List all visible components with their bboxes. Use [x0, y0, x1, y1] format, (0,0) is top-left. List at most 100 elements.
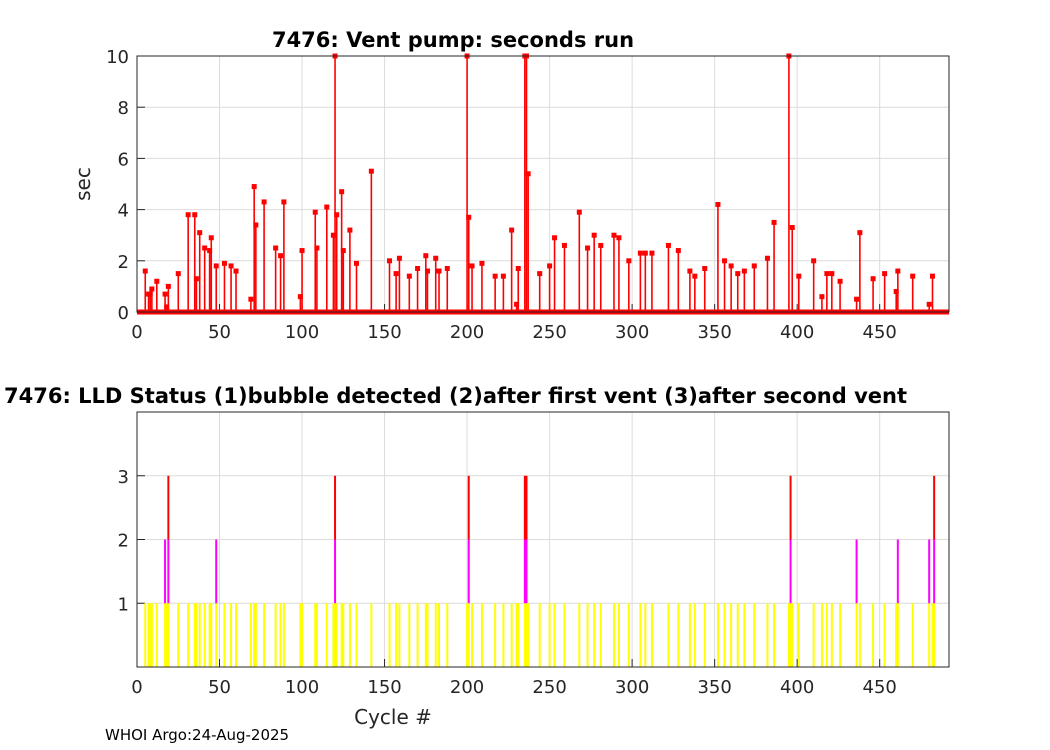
- stem-marker: [334, 212, 340, 218]
- stem-marker: [251, 184, 257, 190]
- stem-marker: [829, 271, 835, 277]
- stem-marker: [882, 271, 888, 277]
- stem-marker: [637, 250, 643, 256]
- x-tick-label: 150: [367, 322, 401, 343]
- stem-marker: [393, 271, 399, 277]
- stem-marker: [233, 268, 239, 274]
- stem-marker: [515, 265, 521, 271]
- stem-marker: [649, 250, 655, 256]
- x-tick-label: 50: [208, 322, 231, 343]
- x-tick-label: 400: [780, 322, 814, 343]
- stem-marker: [509, 227, 515, 233]
- stem-marker: [611, 232, 617, 238]
- stem-marker: [576, 209, 582, 215]
- stem-marker: [837, 278, 843, 284]
- stem-marker: [444, 265, 450, 271]
- stem-marker: [929, 273, 935, 279]
- stem-marker: [537, 271, 543, 277]
- stem-marker: [910, 273, 916, 279]
- x-tick-label: 100: [285, 677, 319, 698]
- stem-marker: [185, 212, 191, 218]
- footer-credit: WHOI Argo:24-Aug-2025: [105, 726, 290, 744]
- stem-marker: [675, 248, 681, 254]
- x-tick-label: 0: [131, 322, 142, 343]
- stem-marker: [261, 199, 267, 205]
- y-tick-label: 1: [118, 594, 129, 615]
- stem-marker: [314, 245, 320, 251]
- x-tick-label: 100: [285, 322, 319, 343]
- stem-marker: [715, 201, 721, 207]
- stem-marker: [764, 255, 770, 261]
- stem-marker: [297, 294, 303, 300]
- stem-marker: [433, 255, 439, 261]
- stem-marker: [387, 258, 393, 264]
- y-axis-label: sec: [71, 167, 95, 201]
- stem-marker: [616, 235, 622, 241]
- stem-marker: [893, 289, 899, 295]
- stem-marker: [175, 271, 181, 277]
- stem-marker: [591, 232, 597, 238]
- stem-marker: [585, 245, 591, 251]
- stem-marker: [202, 245, 208, 251]
- stem-marker: [192, 212, 198, 218]
- stem-marker: [193, 276, 199, 282]
- stem-marker: [162, 291, 168, 297]
- x-tick-label: 200: [450, 677, 484, 698]
- x-tick-label: 300: [615, 322, 649, 343]
- stem-marker: [687, 268, 693, 274]
- stem-marker: [154, 278, 160, 284]
- stem-marker: [895, 268, 901, 274]
- stem-marker: [857, 230, 863, 236]
- x-tick-label: 0: [131, 677, 142, 698]
- stem-marker: [396, 255, 402, 261]
- x-tick-label: 150: [367, 677, 401, 698]
- stem-marker: [552, 235, 558, 241]
- stem-marker: [221, 260, 227, 266]
- stem-marker: [722, 258, 728, 264]
- stem-marker: [702, 265, 708, 271]
- stem-marker: [926, 301, 932, 307]
- x-tick-label: 50: [208, 677, 231, 698]
- stem-marker: [330, 232, 336, 238]
- x-tick-label: 450: [863, 322, 897, 343]
- stem-marker: [273, 245, 279, 251]
- stem-marker: [142, 268, 148, 274]
- stem-marker: [500, 273, 506, 279]
- stem-marker: [735, 271, 741, 277]
- y-tick-label: 3: [118, 467, 129, 488]
- chart-title: 7476: Vent pump: seconds run: [272, 28, 634, 52]
- y-tick-label: 2: [118, 252, 129, 273]
- x-tick-label: 300: [615, 677, 649, 698]
- x-tick-label: 200: [450, 322, 484, 343]
- stem-marker: [368, 168, 374, 174]
- stem-marker: [299, 248, 305, 254]
- stem-marker: [406, 273, 412, 279]
- stem-marker: [253, 222, 259, 228]
- y-tick-label: 8: [118, 98, 129, 119]
- stem-marker: [642, 250, 648, 256]
- x-tick-label: 250: [532, 322, 566, 343]
- x-tick-label: 350: [697, 677, 731, 698]
- stem-marker: [789, 225, 795, 231]
- axes-box: [136, 55, 950, 313]
- stem-marker: [728, 263, 734, 269]
- stem-marker: [278, 253, 284, 259]
- x-axis-label: Cycle #: [354, 705, 432, 729]
- stem-marker: [347, 227, 353, 233]
- y-tick-label: 4: [118, 201, 129, 222]
- y-tick-label: 6: [118, 149, 129, 170]
- stem-marker: [870, 276, 876, 282]
- stem-marker: [598, 242, 604, 248]
- stem-marker: [854, 296, 860, 302]
- x-tick-label: 250: [532, 677, 566, 698]
- stem-marker: [281, 199, 287, 205]
- stem-marker: [469, 263, 475, 269]
- stem-marker: [147, 291, 153, 297]
- y-tick-label: 10: [106, 47, 129, 68]
- stem-marker: [479, 260, 485, 266]
- y-tick-label: 2: [118, 531, 129, 552]
- stem-marker: [811, 258, 817, 264]
- stem-marker: [751, 263, 757, 269]
